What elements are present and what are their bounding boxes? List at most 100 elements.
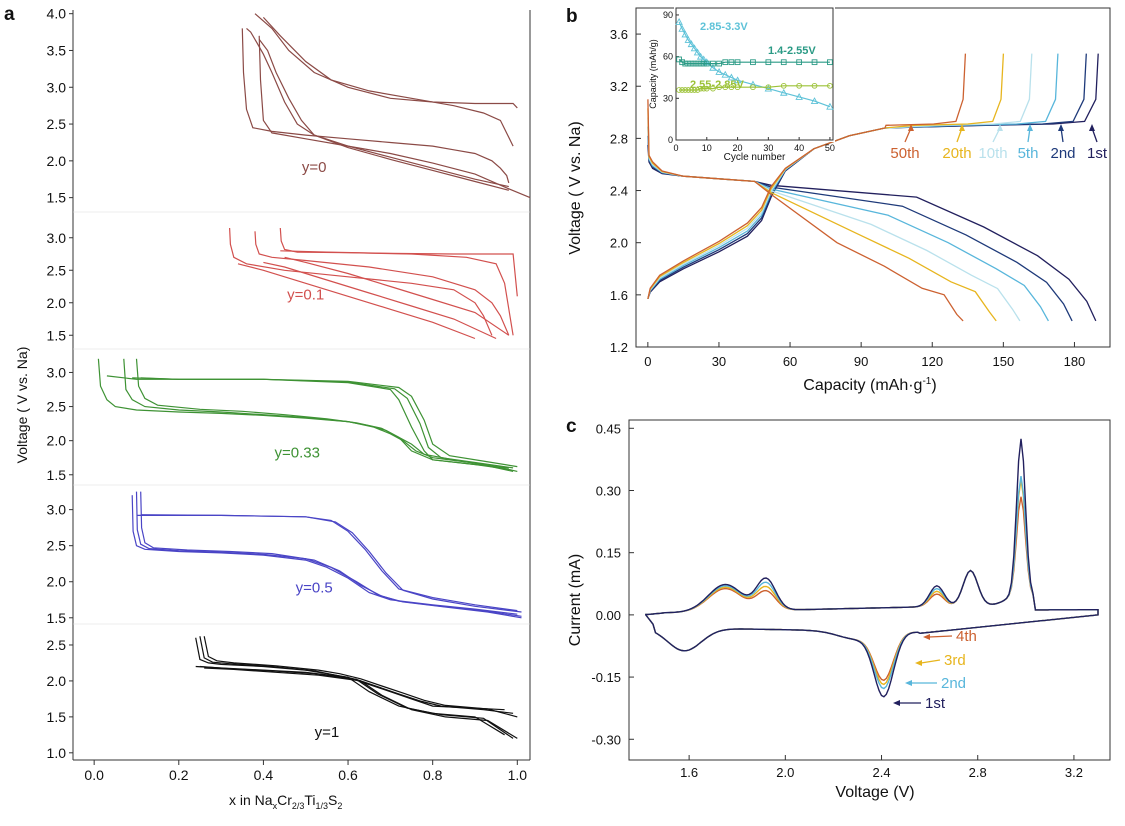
x-tick-label: 3.2: [1065, 765, 1083, 780]
discharge-20th: [647, 108, 997, 322]
series-line: [241, 28, 510, 184]
series-line: [258, 39, 509, 191]
inset-marker: [765, 84, 772, 91]
inset-marker: [703, 85, 710, 92]
inset-marker: [716, 60, 722, 67]
inset-marker: [733, 76, 742, 84]
inset-x-tick-label: 50: [825, 143, 835, 153]
inset-marker: [709, 63, 717, 71]
inset-marker: [697, 85, 704, 92]
x-tick-label: 1.0: [508, 767, 528, 783]
series-line: [132, 377, 514, 469]
series-line: [135, 358, 518, 472]
series-line: [262, 16, 514, 147]
legend-label-20th: 20th: [942, 145, 971, 162]
inset-marker: [796, 59, 802, 66]
y-tick-label: 3.0: [47, 502, 67, 518]
y-tick-label: 3.0: [47, 79, 67, 95]
cv-label-4th: 4th: [956, 628, 977, 645]
y-tick-label: 0.00: [596, 608, 621, 623]
subplot-y05: 1.5 2.0 2.5 3.0 y=0.5: [47, 484, 530, 626]
legend-arrowhead-20th: [959, 124, 965, 131]
y-tick-label: 2.0: [47, 295, 67, 311]
series-line: [135, 491, 522, 617]
inset-marker: [827, 82, 833, 89]
inset-marker: [694, 60, 701, 67]
panel-b-frame: [635, 7, 1111, 348]
inset-x-axis-label: Cycle number: [724, 152, 786, 163]
panel-label-a: a: [4, 4, 15, 25]
legend-label-50th: 50th: [890, 145, 919, 162]
inset-marker: [699, 55, 708, 63]
inset-marker: [795, 92, 803, 100]
legend-label-2nd: 2nd: [1050, 145, 1075, 162]
panel-c-frame: [628, 419, 1111, 761]
y-tick-label: 2.5: [47, 116, 67, 132]
inset-marker: [727, 73, 736, 81]
inset-marker: [681, 30, 689, 38]
inset-series-label-0: 2.85-3.3V: [700, 21, 748, 33]
inset-marker: [703, 58, 711, 66]
inset-marker: [716, 84, 722, 91]
x-tick-label: 1.6: [680, 765, 698, 780]
series-line: [140, 377, 518, 468]
inset-marker: [811, 59, 818, 66]
cv-arrowhead-1st: [893, 700, 900, 706]
inset-series-label-2: 2.55-2.85V: [690, 79, 744, 91]
y-tick-label: 2.8: [610, 131, 628, 146]
panel-b-y-axis-label: Voltage ( V vs. Na): [567, 121, 584, 254]
discharge-50th: [647, 99, 964, 322]
inset-marker: [703, 60, 710, 67]
inset-marker: [728, 59, 735, 66]
y-tick-label: 1.0: [47, 745, 67, 761]
y-tick-label: 2.0: [47, 574, 67, 590]
x-tick-label: 0.6: [338, 767, 358, 783]
x-tick-label: 150: [992, 354, 1014, 369]
legend-label-10th: 10th: [978, 145, 1007, 162]
inset-y-tick-label: 0: [668, 135, 673, 145]
inset-y-axis-label: Capacity (mAh/g): [648, 39, 658, 109]
subplot-y1: 1.0 1.5 2.0 2.5 y=1: [47, 623, 530, 761]
inset-marker: [780, 59, 787, 66]
series-line: [203, 636, 518, 718]
y-tick-label: 0.45: [596, 421, 621, 436]
y-tick-label: 2.0: [47, 673, 67, 689]
inset-marker: [715, 67, 723, 75]
cv-cycle-1st: [645, 438, 1099, 698]
panel-a-subplots: 1.52.02.53.03.54.0y=01.52.02.53.0y=0.11.…: [47, 6, 531, 761]
series-line: [284, 256, 510, 336]
y-tick-label: 2.0: [47, 153, 67, 169]
inset-x-tick-label: 40: [794, 143, 804, 153]
x-tick-label: 90: [854, 354, 868, 369]
subplot-y0: 1.5 2.0 2.5 3.0 3.5 4.0 y=0: [47, 6, 531, 206]
inset-marker: [690, 44, 699, 52]
inset-marker: [710, 60, 716, 67]
cv-arrow-3rd: [920, 659, 941, 664]
y-tick-label: 3.6: [610, 27, 628, 42]
subplot-label: y=1: [315, 724, 340, 741]
inset-marker: [796, 82, 802, 89]
y-tick-label: 1.5: [47, 190, 67, 206]
cv-label-3rd: 3rd: [944, 652, 966, 669]
inset-marker: [678, 24, 686, 32]
legend-arrowhead-10th: [997, 124, 1003, 131]
x-tick-label: 0.2: [169, 767, 189, 783]
inset-marker: [710, 85, 716, 92]
inset-marker: [685, 87, 692, 93]
discharge-5th: [647, 126, 1049, 322]
y-tick-label: 1.5: [47, 610, 67, 626]
subplot-label: y=0.33: [275, 445, 320, 462]
inset-marker: [691, 87, 698, 93]
y-tick-label: 2.5: [47, 399, 67, 415]
x-tick-label: 60: [783, 354, 797, 369]
legend-label-5th: 5th: [1018, 145, 1039, 162]
cv-arrowhead-4th: [923, 634, 930, 640]
inset-marker: [780, 82, 787, 89]
panel-b-x-axis-label: Capacity (mAh·g-1): [803, 376, 936, 394]
inset-marker: [685, 60, 692, 67]
series-line: [140, 514, 522, 613]
inset-marker: [700, 85, 707, 92]
y-tick-label: 0.15: [596, 546, 621, 561]
panel-label-b: b: [566, 6, 578, 27]
